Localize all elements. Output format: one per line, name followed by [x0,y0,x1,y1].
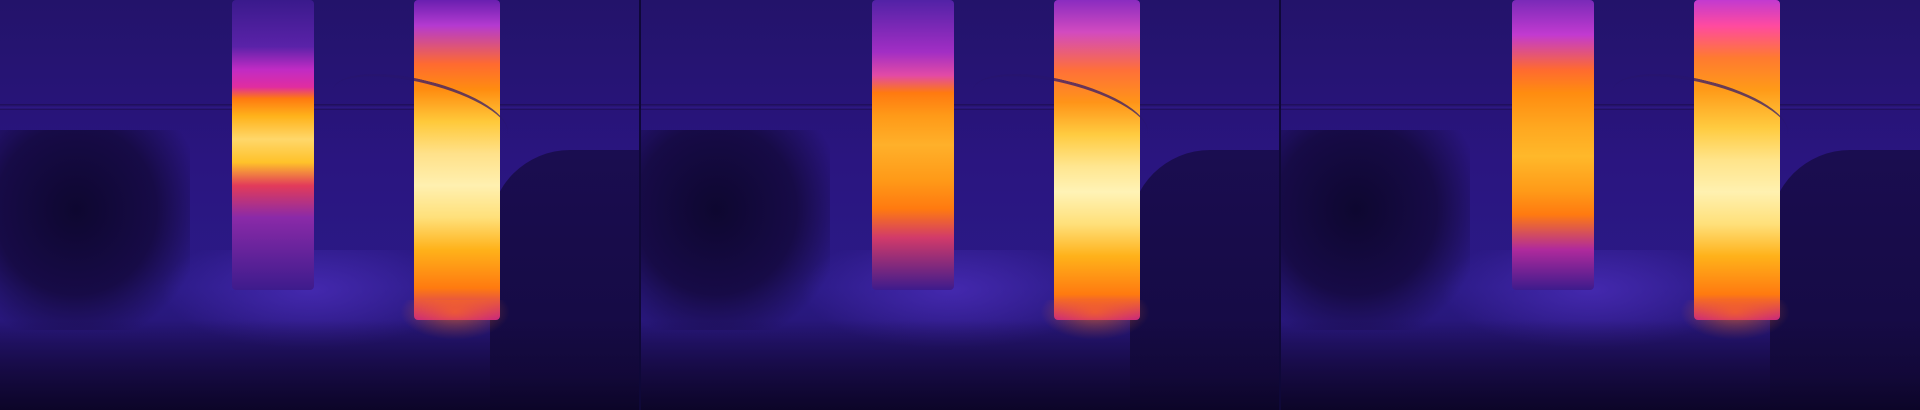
right-shadow-region [1130,150,1280,410]
left-shadow-region [1280,130,1470,330]
left-shadow-region [0,130,190,330]
warm-column-left [232,0,314,290]
hot-column-right [1694,0,1780,320]
column-base-glow [1040,300,1150,340]
hot-column-right [414,0,500,320]
hot-column-right [1054,0,1140,320]
frame-divider [639,0,641,410]
thermal-frame-1 [0,0,640,410]
left-shadow-region [640,130,830,330]
thermal-frame-2 [640,0,1280,410]
column-base-glow [400,300,510,340]
right-shadow-region [1770,150,1920,410]
right-shadow-region [490,150,640,410]
thermal-frame-3 [1280,0,1920,410]
warm-column-left [1512,0,1594,290]
frame-divider [1279,0,1281,410]
column-base-glow [1680,300,1790,340]
warm-column-left [872,0,954,290]
